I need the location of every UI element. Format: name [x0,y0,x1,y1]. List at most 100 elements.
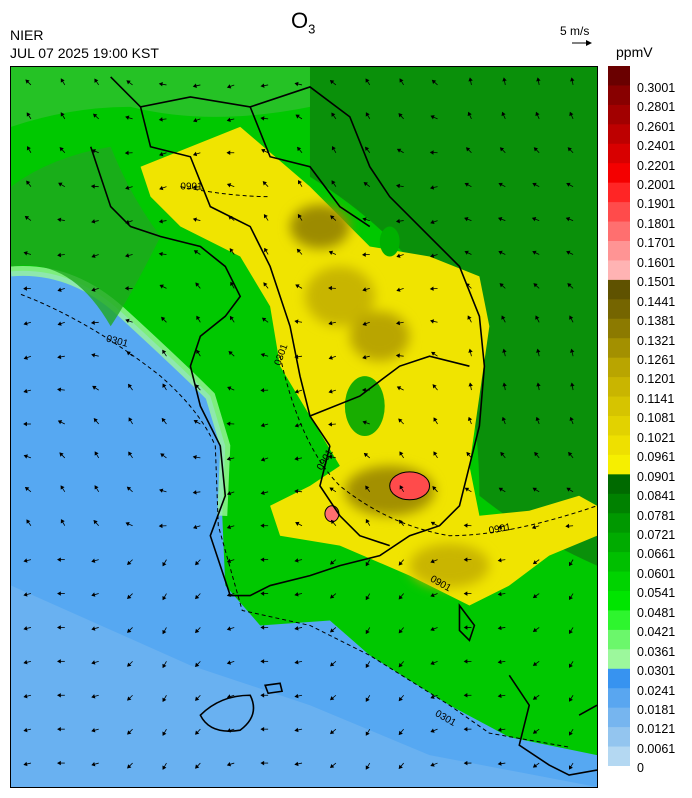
wind-arrow-head [229,315,234,321]
wind-arrow-head [294,389,299,394]
wind-arrow-head [60,485,65,490]
legend-swatch [608,221,630,242]
wind-arrow-head [363,182,368,187]
wind-arrow-head [91,694,96,699]
wind-arrow-head [497,591,502,597]
contour-lines [20,186,597,748]
wind-arrow-head [195,662,200,667]
wind-arrow-head [162,383,167,388]
wind-arrow-head [498,487,504,492]
wind-arrow-head [535,111,540,117]
legend-label: 0.1141 [637,391,675,406]
wind-arrow-head [568,765,573,770]
wind-arrow-head [463,726,468,732]
wind-arrow-head [363,452,369,458]
legend-label: 0.0541 [637,586,676,601]
wind-arrow-head [92,385,97,390]
wind-arrow-head [228,215,233,220]
wind-arrow-head [565,523,570,529]
wind-arrow-head [226,456,231,461]
wind-arrow-head [497,693,502,698]
wind-arrow-head [127,628,132,633]
wind-vectors [23,77,575,770]
legend-swatch [608,396,630,417]
wind-arrow-head [158,523,163,529]
wind-arrow-head [396,386,402,391]
wind-arrow-head [566,487,571,492]
wind-arrow-head [162,349,167,355]
wind-arrow-head [568,663,573,668]
red-hotspot-west [324,505,340,523]
wind-arrow-head [463,625,468,630]
wind-arrow-head [398,696,403,702]
legend-label: 0.2601 [637,119,676,134]
wind-arrow-head [294,761,299,767]
wind-arrow-head [192,490,197,495]
wind-arrow-head [430,762,435,767]
red-hotspot-east [389,471,431,501]
wind-arrow-head [532,560,538,565]
wind-arrow-head [162,663,167,669]
wind-arrow-head [91,149,96,154]
wind-arrow-head [90,184,95,189]
wind-arrow-head [193,524,198,530]
wind-arrow-head [26,519,31,524]
legend-label: 0.0721 [637,527,676,542]
wind-arrow-head [569,315,574,320]
wind-arrow-head [91,558,96,563]
wind-arrow-head [294,489,299,494]
legend-label: 0.0601 [637,566,676,581]
wind-arrow-head [531,217,537,222]
wind-arrow-head [128,417,133,422]
wind-arrow-head [498,217,503,222]
wind-arrow-head [502,382,507,387]
wind-arrow-head [91,660,96,665]
wind-arrow-head [226,84,232,89]
legend-label: 0.0841 [637,489,676,504]
wind-arrow-head [93,418,98,423]
wind-arrow-head [60,112,65,117]
wind-arrow-head [127,764,132,769]
wind-arrow-head [331,112,336,117]
legend-label: 0.0421 [637,625,676,640]
wind-arrow-head [567,147,572,152]
yellow-high-ozone-area [140,126,597,606]
wind-arrow-head [466,451,471,457]
wind-arrow-head [330,628,335,633]
wind-arrow-head [330,215,335,220]
legend-swatch [608,202,630,223]
wind-arrow-head [162,765,167,770]
wind-arrow-head [294,81,299,87]
wind-arrow-head [294,626,299,631]
wind-arrow-head [294,727,299,733]
legend-label: 0.2801 [637,100,676,115]
wind-arrow-head [365,112,370,117]
wind-arrow-head [398,519,403,524]
wind-arrow-head [463,591,468,596]
wind-arrow-head [430,694,435,699]
wind-arrow-head [295,284,300,289]
wind-arrow-head [398,764,403,770]
wind-arrow-head [60,519,65,524]
wind-arrow-head [294,354,299,359]
wind-arrow-head [125,185,130,190]
wind-arrow-head [260,116,265,121]
legend-swatch [608,338,630,359]
wind-arrow-head [497,557,502,563]
wind-arrow-head [158,117,163,122]
legend-label: 0.0961 [637,450,676,465]
wind-arrow-head [158,251,163,257]
legend-label: 0.0181 [637,702,676,717]
wind-arrow-head [433,451,438,456]
wind-arrow-head [533,147,538,152]
agency-label: NIER [10,27,44,43]
wind-arrow-head [464,217,469,222]
legend-swatch [608,552,630,573]
legend-swatch [608,279,630,300]
wind-arrow-head [330,594,335,599]
wind-arrow-head [532,661,538,666]
wind-arrow-head [365,595,370,601]
wind-arrow-head [125,115,130,120]
legend-label: 0.1081 [637,411,676,426]
wind-arrow-head [158,82,163,87]
